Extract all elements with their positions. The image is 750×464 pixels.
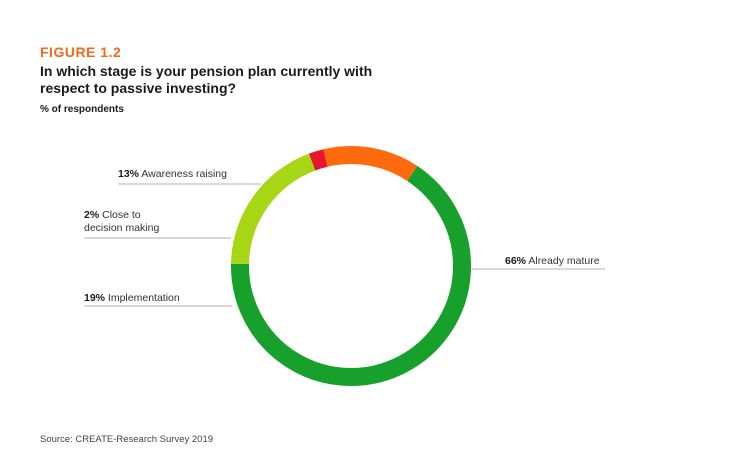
slice-labels: 66% Already mature 19% Implementation 2% C… <box>84 168 605 307</box>
source-note: Source: CREATE-Research Survey 2019 <box>40 434 214 445</box>
figure-label: FIGURE 1.2 <box>40 44 122 60</box>
slice-percent: 13% <box>118 168 140 180</box>
slice-label: decision making <box>84 222 159 234</box>
slice-label: 66% Already mature <box>505 255 600 267</box>
slice-name: Awareness raising <box>139 168 227 180</box>
slice-name: Already mature <box>526 255 600 267</box>
slice-label: 19% Implementation <box>84 292 180 304</box>
slice-name: Implementation <box>105 292 180 304</box>
slice-label: 2% Close to <box>84 209 141 221</box>
donut-slice-already-mature <box>231 165 471 386</box>
chart-subtitle: % of respondents <box>40 104 124 115</box>
donut-slice-awareness-raising <box>323 146 418 182</box>
donut-ring <box>231 146 471 386</box>
donut-slice-implementation <box>231 153 316 265</box>
chart-title: In which stage is your pension plan curr… <box>40 63 373 96</box>
slice-percent: 2% <box>84 209 100 221</box>
slice-percent: 66% <box>505 255 527 267</box>
slice-label: 13% Awareness raising <box>118 168 227 180</box>
slice-percent: 19% <box>84 292 106 304</box>
slice-name: Close to <box>99 209 141 221</box>
donut-slice-close-to-decision-making <box>308 149 328 171</box>
